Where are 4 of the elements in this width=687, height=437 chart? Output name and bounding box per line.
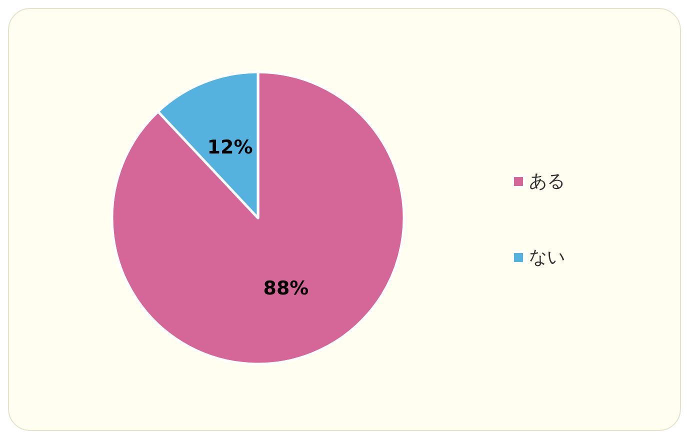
legend-label: ある [529, 171, 565, 192]
legend-label: ない [529, 247, 565, 268]
data-label: 88% [263, 278, 309, 300]
data-label: 12% [207, 136, 253, 158]
